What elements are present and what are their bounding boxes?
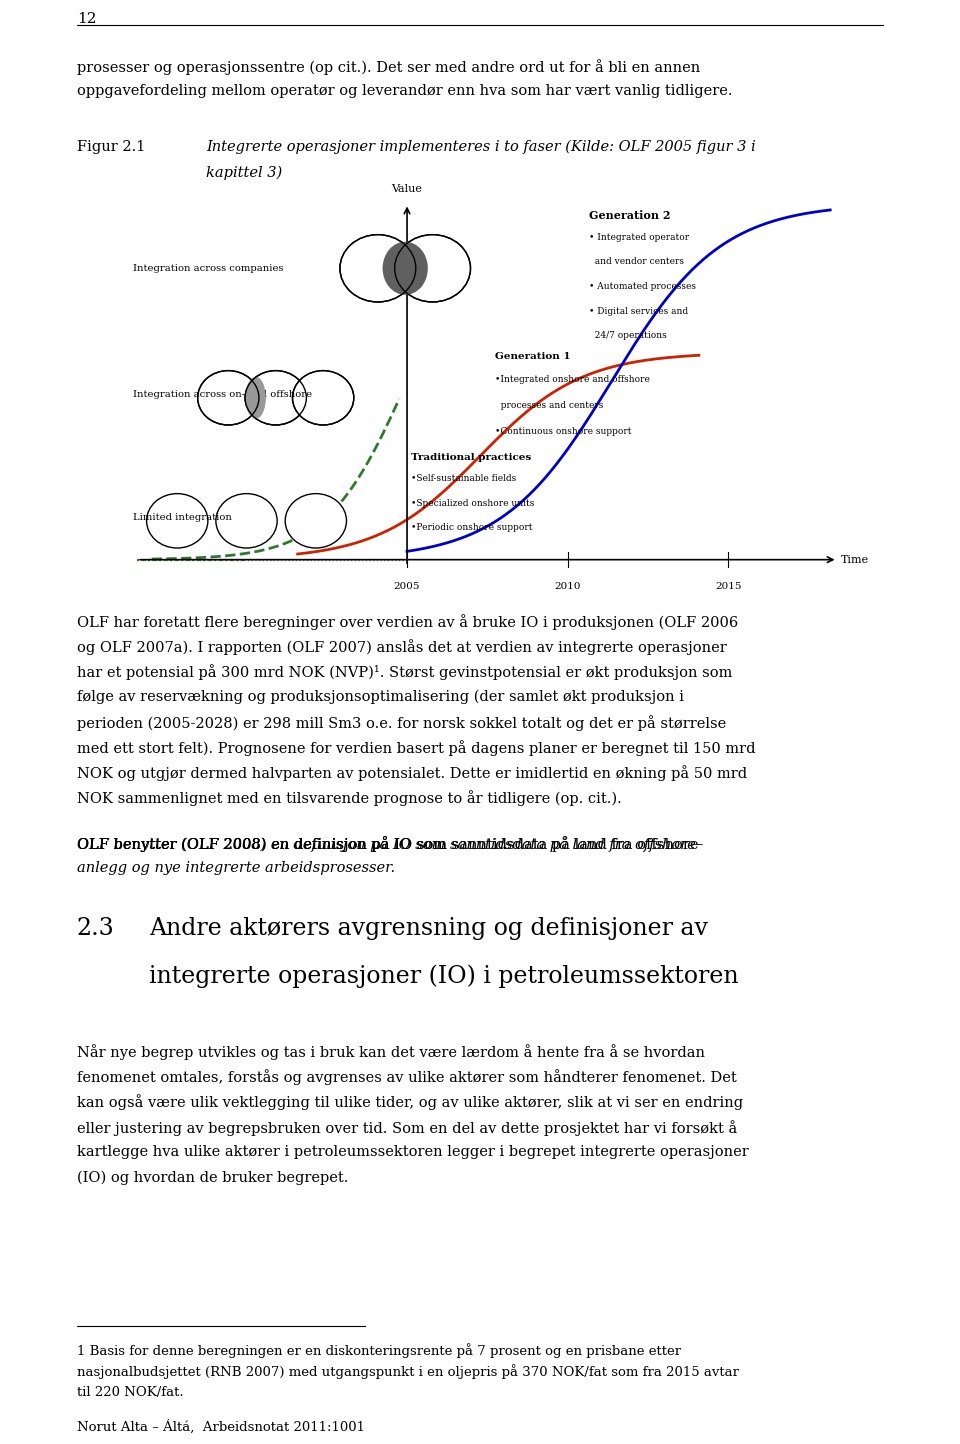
Text: Generation 1: Generation 1 bbox=[494, 352, 570, 361]
Text: • Automated processes: • Automated processes bbox=[589, 282, 696, 290]
Ellipse shape bbox=[383, 241, 428, 295]
Circle shape bbox=[198, 371, 259, 425]
Text: 1 Basis for denne beregningen er en diskonteringsrente på 7 prosent og en prisba: 1 Basis for denne beregningen er en disk… bbox=[77, 1343, 681, 1357]
Text: Integration across on- and offshore: Integration across on- and offshore bbox=[133, 390, 313, 399]
Text: 2010: 2010 bbox=[554, 582, 581, 592]
Text: 2015: 2015 bbox=[715, 582, 741, 592]
Text: perioden (2005-2028) er 298 mill Sm3 o.e. for norsk sokkel totalt og det er på s: perioden (2005-2028) er 298 mill Sm3 o.e… bbox=[77, 715, 726, 731]
Text: har et potensial på 300 mrd NOK (NVP)¹. Størst gevinstpotensial er økt produksjo: har et potensial på 300 mrd NOK (NVP)¹. … bbox=[77, 664, 732, 680]
Text: nasjonalbudsjettet (RNB 2007) med utgangspunkt i en oljepris på 370 NOK/fat som : nasjonalbudsjettet (RNB 2007) med utgang… bbox=[77, 1365, 739, 1379]
Circle shape bbox=[340, 234, 416, 302]
Text: •Integrated onshore and offshore: •Integrated onshore and offshore bbox=[494, 375, 650, 384]
Text: Integration across companies: Integration across companies bbox=[133, 264, 284, 273]
Text: Traditional practices: Traditional practices bbox=[411, 453, 531, 462]
Text: OLF benytter (OLF 2008) en definisjon på IO som sanntidsdata på land fra offshor: OLF benytter (OLF 2008) en definisjon på… bbox=[77, 836, 701, 852]
Text: Limited integration: Limited integration bbox=[133, 513, 232, 523]
Text: NOK sammenlignet med en tilsvarende prognose to år tidligere (op. cit.).: NOK sammenlignet med en tilsvarende prog… bbox=[77, 791, 621, 806]
Text: (IO) og hvordan de bruker begrepet.: (IO) og hvordan de bruker begrepet. bbox=[77, 1171, 348, 1184]
Text: OLF benytter (OLF 2008) en definisjon på IO som sanntidsdata på land fra offshor: OLF benytter (OLF 2008) en definisjon på… bbox=[77, 836, 703, 852]
Text: fenomenet omtales, forstås og avgrenses av ulike aktører som håndterer fenomenet: fenomenet omtales, forstås og avgrenses … bbox=[77, 1070, 736, 1084]
Text: 2005: 2005 bbox=[394, 582, 420, 592]
Text: med ett stort felt). Prognosene for verdien basert på dagens planer er beregnet : med ett stort felt). Prognosene for verd… bbox=[77, 741, 756, 755]
Circle shape bbox=[147, 494, 208, 549]
Text: •Self-sustainable fields: •Self-sustainable fields bbox=[411, 474, 516, 484]
Circle shape bbox=[293, 371, 354, 425]
Text: Value: Value bbox=[392, 183, 422, 193]
Text: og OLF 2007a). I rapporten (OLF 2007) anslås det at verdien av integrerte operas: og OLF 2007a). I rapporten (OLF 2007) an… bbox=[77, 638, 727, 654]
Text: •Continuous onshore support: •Continuous onshore support bbox=[494, 427, 631, 436]
Text: NOK og utgjør dermed halvparten av potensialet. Dette er imidlertid en økning på: NOK og utgjør dermed halvparten av poten… bbox=[77, 765, 747, 781]
Circle shape bbox=[216, 494, 277, 549]
Text: Andre aktørers avgrensning og definisjoner av: Andre aktørers avgrensning og definisjon… bbox=[149, 917, 708, 940]
Text: Når nye begrep utvikles og tas i bruk kan det være lærdom å hente fra å se hvord: Når nye begrep utvikles og tas i bruk ka… bbox=[77, 1044, 705, 1060]
Text: til 220 NOK/fat.: til 220 NOK/fat. bbox=[77, 1386, 183, 1399]
Text: kan også være ulik vektlegging til ulike tider, og av ulike aktører, slik at vi : kan også være ulik vektlegging til ulike… bbox=[77, 1095, 743, 1110]
Text: • Integrated operator: • Integrated operator bbox=[589, 232, 689, 241]
Text: 12: 12 bbox=[77, 12, 96, 26]
Text: Figur 2.1: Figur 2.1 bbox=[77, 140, 145, 155]
Text: eller justering av begrepsbruken over tid. Som en del av dette prosjektet har vi: eller justering av begrepsbruken over ti… bbox=[77, 1121, 737, 1135]
Text: 24/7 operations: 24/7 operations bbox=[589, 331, 667, 341]
Text: OLF har foretatt flere beregninger over verdien av å bruke IO i produksjonen (OL: OLF har foretatt flere beregninger over … bbox=[77, 614, 738, 630]
Text: Integrerte operasjoner implementeres i to faser (Kilde: OLF 2005 figur 3 i: Integrerte operasjoner implementeres i t… bbox=[206, 140, 756, 155]
Circle shape bbox=[285, 494, 347, 549]
Text: Generation 2: Generation 2 bbox=[589, 209, 671, 221]
Text: følge av reservækning og produksjonsoptimalisering (der samlet økt produksjon i: følge av reservækning og produksjonsopti… bbox=[77, 690, 684, 703]
Ellipse shape bbox=[246, 377, 266, 419]
Text: • Digital services and: • Digital services and bbox=[589, 306, 688, 315]
Text: processes and centers: processes and centers bbox=[494, 401, 603, 410]
Circle shape bbox=[245, 371, 306, 425]
Text: kapittel 3): kapittel 3) bbox=[206, 165, 282, 179]
Text: Time: Time bbox=[841, 554, 869, 565]
Text: OLF benytter (OLF 2008) en definisjon på IO som: OLF benytter (OLF 2008) en definisjon på… bbox=[77, 836, 451, 852]
Text: prosesser og operasjonssentre (op cit.). Det ser med andre ord ut for å bli en a: prosesser og operasjonssentre (op cit.).… bbox=[77, 59, 700, 75]
Text: kartlegge hva ulike aktører i petroleumssektoren legger i begrepet integrerte op: kartlegge hva ulike aktører i petroleums… bbox=[77, 1145, 749, 1160]
Text: Norut Alta – Áltá,  Arbeidsnotat 2011:1001: Norut Alta – Áltá, Arbeidsnotat 2011:100… bbox=[77, 1419, 365, 1434]
Text: anlegg og nye integrerte arbeidsprosesser.: anlegg og nye integrerte arbeidsprosesse… bbox=[77, 861, 395, 875]
Text: integrerte operasjoner (IO) i petroleumssektoren: integrerte operasjoner (IO) i petroleums… bbox=[149, 965, 738, 988]
Text: oppgavefordeling mellom operatør og leverandør enn hva som har vært vanlig tidli: oppgavefordeling mellom operatør og leve… bbox=[77, 84, 732, 98]
Text: •Periodic onshore support: •Periodic onshore support bbox=[411, 523, 532, 533]
Text: 2.3: 2.3 bbox=[77, 917, 114, 940]
Text: •Specialized onshore units: •Specialized onshore units bbox=[411, 498, 534, 508]
Text: and vendor centers: and vendor centers bbox=[589, 257, 684, 266]
Circle shape bbox=[395, 234, 470, 302]
